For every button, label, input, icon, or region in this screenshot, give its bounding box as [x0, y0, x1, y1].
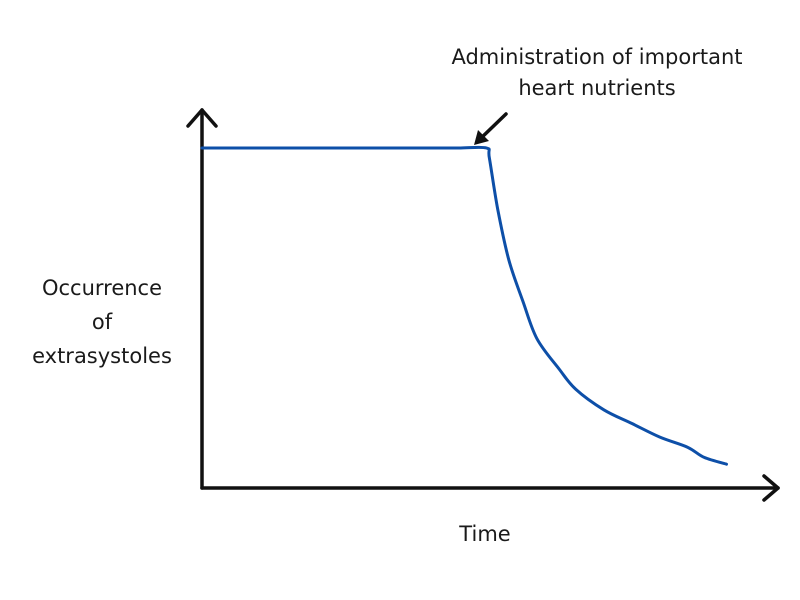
annotation-label-line-1: Administration of important: [451, 45, 742, 69]
annotation-label-line-2: heart nutrients: [518, 76, 675, 100]
series-line-extrasystoles: [200, 145, 728, 466]
y-axis-label-line-3: extrasystoles: [32, 344, 172, 368]
x-axis-label: Time: [458, 522, 510, 546]
x-axis-arrowhead: [762, 474, 780, 502]
annotation-arrow: [474, 112, 508, 145]
y-axis-arrowhead: [186, 108, 218, 128]
y-axis-label-line-1: Occurrence: [42, 276, 162, 300]
axes: [186, 108, 780, 502]
y-axis-label-line-2: of: [92, 310, 113, 334]
